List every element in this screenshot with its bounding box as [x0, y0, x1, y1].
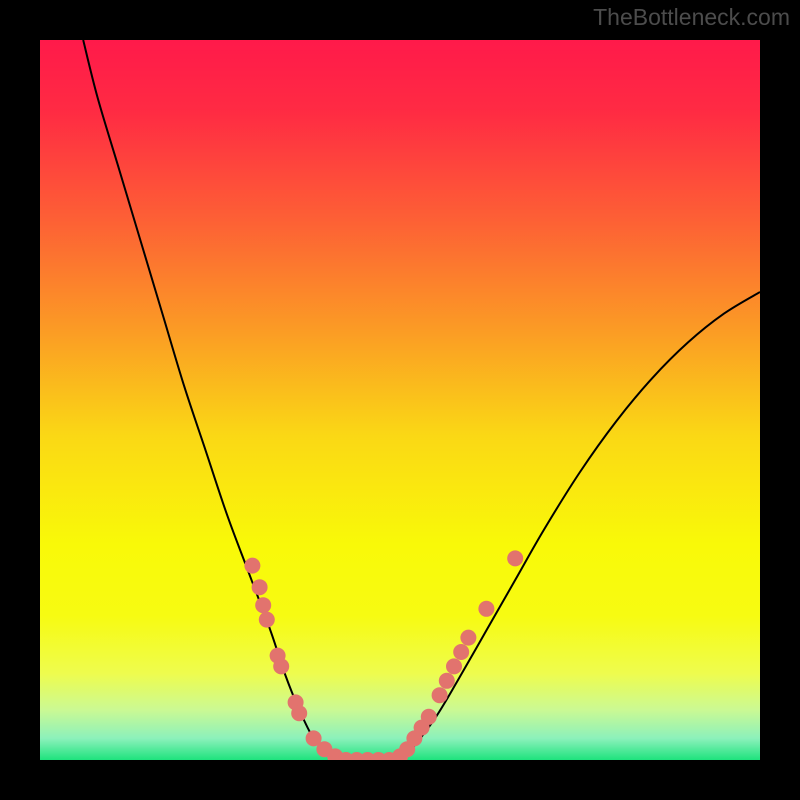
data-marker — [255, 597, 271, 613]
data-marker — [507, 550, 523, 566]
data-marker — [421, 709, 437, 725]
plot-background — [40, 40, 760, 760]
data-marker — [252, 579, 268, 595]
data-marker — [273, 658, 289, 674]
plot-svg — [40, 40, 760, 760]
data-marker — [453, 644, 469, 660]
data-marker — [291, 705, 307, 721]
data-marker — [460, 630, 476, 646]
data-marker — [259, 612, 275, 628]
data-marker — [244, 558, 260, 574]
figure-root: TheBottleneck.com — [0, 0, 800, 800]
data-marker — [478, 601, 494, 617]
data-marker — [432, 687, 448, 703]
data-marker — [439, 673, 455, 689]
data-marker — [446, 658, 462, 674]
watermark-text: TheBottleneck.com — [593, 4, 790, 31]
plot-area — [40, 40, 760, 760]
